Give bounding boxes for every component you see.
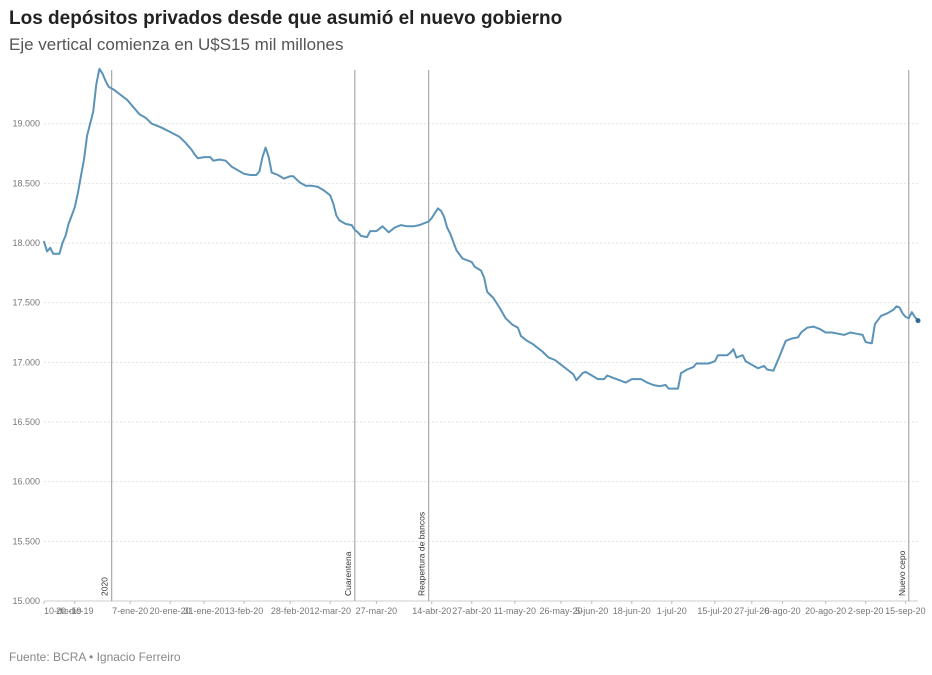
x-tick-label: 6-ago-20 (765, 606, 801, 616)
x-tick-label: 20-ene-20 (150, 606, 191, 616)
y-tick-label: 15.500 (12, 536, 40, 546)
x-tick-label: 18-jun-20 (613, 606, 651, 616)
x-tick-label: 10-dic-19 (44, 606, 82, 616)
x-tick-label: 20-dic-19 (56, 606, 94, 616)
x-tick-label: 27-mar-20 (356, 606, 398, 616)
series-line (43, 67, 919, 390)
x-tick-label: 26-may-20 (539, 606, 582, 616)
x-tick-label: 12-mar-20 (309, 606, 351, 616)
y-tick-label: 18.000 (12, 238, 40, 248)
annotation-label: Reapertura de bancos (417, 512, 427, 596)
y-tick-label: 15.000 (12, 596, 40, 606)
x-tick-label: 27-jul-20 (734, 606, 769, 616)
source-note: Fuente: BCRA • Ignacio Ferreiro (9, 650, 181, 664)
y-tick-label: 17.500 (12, 298, 40, 308)
x-tick-label: 1-jul-20 (657, 606, 687, 616)
y-tick-label: 19.000 (12, 119, 40, 129)
chart-title: Los depósitos privados desde que asumió … (9, 8, 563, 29)
grid-lines (44, 123, 918, 602)
x-tick-label: 15-jul-20 (697, 606, 732, 616)
x-tick-label: 7-ene-20 (112, 606, 148, 616)
annotation-label: Cuarentena (343, 551, 353, 596)
x-tick-label: 5-jun-20 (575, 606, 608, 616)
series-end-point (915, 318, 921, 324)
annotation-label: Nuevo cepo (897, 550, 907, 596)
y-tick-label: 17.000 (12, 357, 40, 367)
x-tick-label: 28-feb-20 (271, 606, 310, 616)
series-group (43, 67, 921, 390)
x-tick-label: 20-ago-20 (805, 606, 846, 616)
annotations: 2020 Cuarentena Reapertura de bancos Nuevo … (100, 70, 910, 601)
y-tick-label: 18.500 (12, 178, 40, 188)
x-tick-label: 11-may-20 (494, 606, 536, 616)
annotation-label: 2020 (100, 577, 110, 596)
chart-subtitle: Eje vertical comienza en U$S15 mil millo… (9, 35, 344, 54)
y-tick-label: 16.000 (12, 477, 40, 487)
y-tick-label: 16.500 (12, 417, 40, 427)
x-tick-label: 14-abr-20 (412, 606, 451, 616)
x-tick-label: 31-ene-20 (184, 606, 225, 616)
x-tick-label: 2-sep-20 (848, 606, 884, 616)
x-tick-label: 15-sep-20 (885, 606, 926, 616)
y-axis: 15.000 15.500 16.000 16.500 17.000 17.500 18.0… (12, 119, 40, 606)
x-tick-label: 13-feb-20 (225, 606, 264, 616)
x-tick-label: 27-abr-20 (452, 606, 491, 616)
